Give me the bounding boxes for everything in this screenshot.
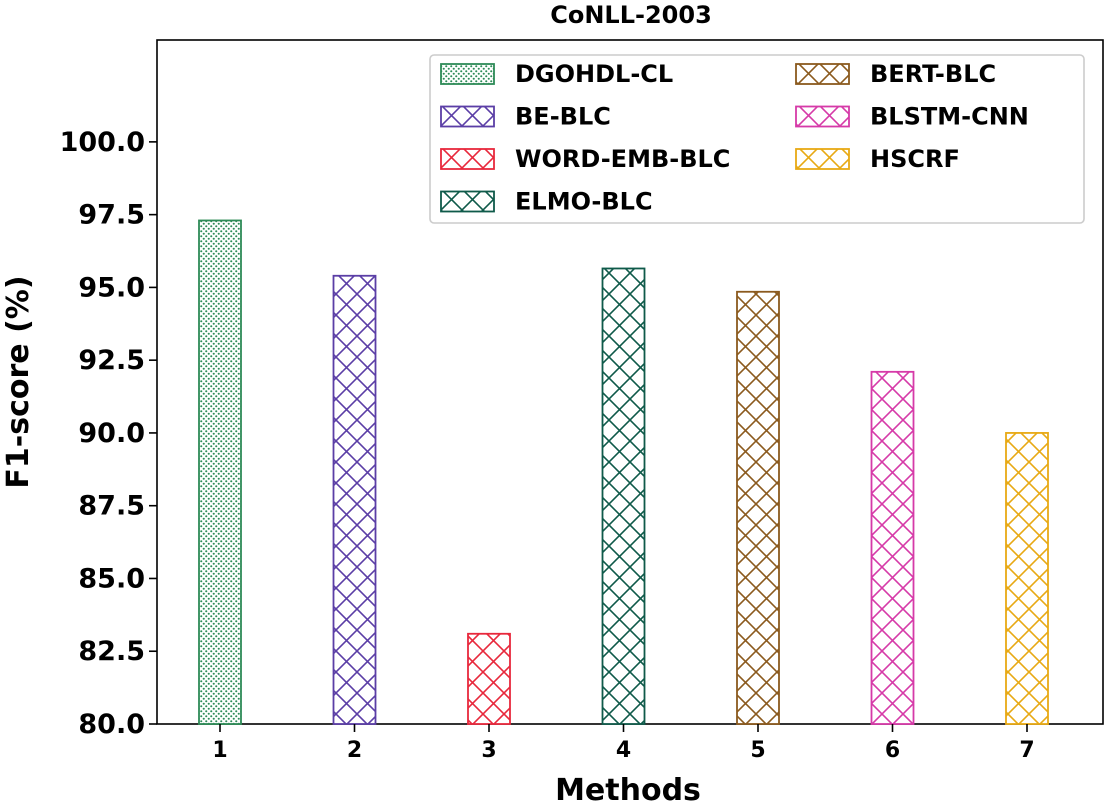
bar-be-blc xyxy=(332,274,377,725)
legend-item-be-blc: BE-BLC xyxy=(440,103,611,131)
bar-elmo-blc xyxy=(601,267,646,725)
chart-title: CoNLL-2003 xyxy=(550,1,712,29)
bar-dgohdl-cl xyxy=(198,219,242,725)
legend-swatch xyxy=(440,105,495,128)
bars-group xyxy=(198,219,1049,725)
y-tick-label: 92.5 xyxy=(78,345,145,376)
bar-bert-blc xyxy=(736,290,780,725)
legend-label: BERT-BLC xyxy=(870,60,996,88)
legend-swatch xyxy=(440,190,495,213)
x-tick-label: 4 xyxy=(616,738,631,763)
x-axis-title: Methods xyxy=(555,773,701,804)
y-tick-label: 100.0 xyxy=(60,127,145,158)
legend-label: HSCRF xyxy=(870,145,960,173)
x-tick-label: 2 xyxy=(347,738,362,763)
x-tick-label: 1 xyxy=(212,738,227,763)
legend-item-bert-blc: BERT-BLC xyxy=(795,60,996,88)
x-tick-label: 7 xyxy=(1019,738,1034,763)
legend-item-word-emb-blc: WORD-EMB-BLC xyxy=(440,145,730,173)
legend-label: DGOHDL-CL xyxy=(515,60,673,88)
legend-label: BE-BLC xyxy=(515,103,611,131)
y-axis: 80.0 82.5 85.0 87.5 90.0 92.5 95.0 97.5 100.0 xyxy=(60,127,157,740)
legend-label: BLSTM-CNN xyxy=(870,103,1029,131)
legend-item-elmo-blc: ELMO-BLC xyxy=(440,188,653,216)
legend-frame xyxy=(429,54,1085,224)
legend-swatch xyxy=(795,148,850,170)
y-tick-label: 95.0 xyxy=(78,272,145,303)
y-tick-label: 97.5 xyxy=(78,200,145,231)
legend-swatch xyxy=(440,63,495,85)
legend-swatch xyxy=(795,105,850,128)
legend-label: ELMO-BLC xyxy=(515,188,653,216)
y-tick-label: 85.0 xyxy=(78,563,145,594)
x-tick-label: 3 xyxy=(481,738,496,763)
bar-word-emb-blc xyxy=(467,632,511,725)
x-axis: 1 2 3 4 5 6 7 xyxy=(212,724,1035,763)
bar-hscrf xyxy=(1005,432,1049,725)
x-tick-label: 6 xyxy=(885,738,900,763)
y-axis-title: F1-score (%) xyxy=(1,275,36,488)
y-tick-label: 80.0 xyxy=(78,709,145,740)
x-tick-label: 5 xyxy=(750,738,765,763)
bar-blstm-cnn xyxy=(870,370,915,725)
legend-item-dgohdl-cl: DGOHDL-CL xyxy=(440,60,673,88)
y-tick-label: 87.5 xyxy=(78,491,145,522)
y-tick-label: 90.0 xyxy=(78,418,145,449)
legend-item-blstm-cnn: BLSTM-CNN xyxy=(795,103,1029,131)
legend-swatch xyxy=(440,148,495,170)
legend: DGOHDL-CL BE-BLC WORD-EMB-BLC ELMO-BLC BERT-… xyxy=(429,54,1085,224)
legend-label: WORD-EMB-BLC xyxy=(515,145,730,173)
legend-item-hscrf: HSCRF xyxy=(795,145,960,173)
legend-swatch xyxy=(795,63,850,85)
y-tick-label: 82.5 xyxy=(78,636,145,667)
